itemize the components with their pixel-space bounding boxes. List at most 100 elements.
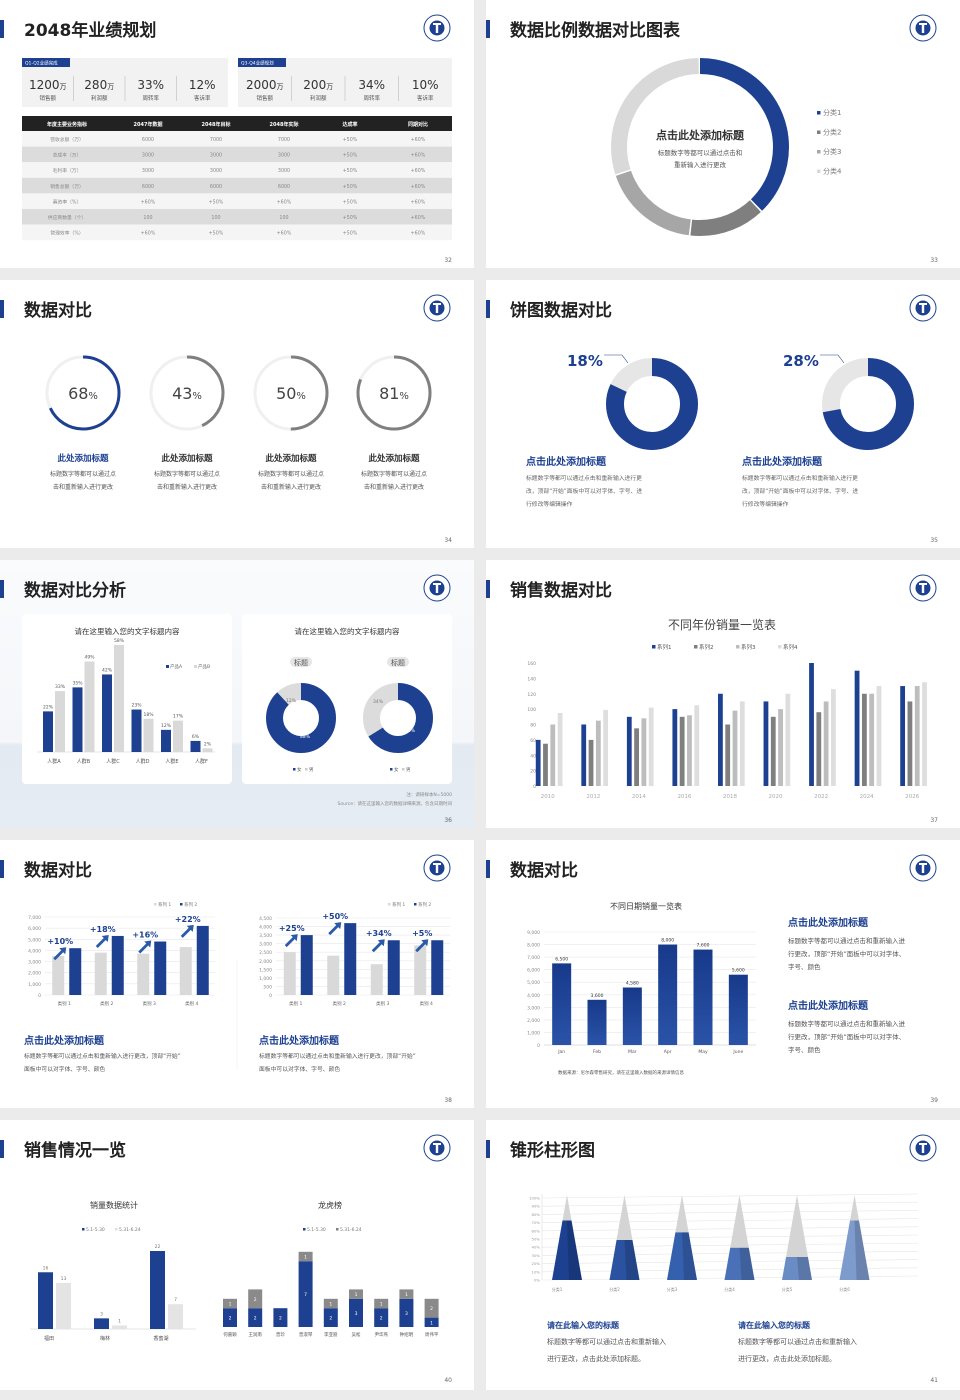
bar-产品A <box>43 711 53 752</box>
bar-系列 1 <box>94 952 107 995</box>
table-cell: 100 <box>211 215 220 221</box>
category-label: 吴松 <box>352 1331 361 1338</box>
legend-swatch <box>817 150 821 154</box>
stacked-bar-5.31-6.24 <box>399 1289 414 1299</box>
legend-label: 5.31-6.24 <box>340 1227 362 1233</box>
x-tick-label: 2014 <box>632 794 646 800</box>
table-row <box>22 146 452 163</box>
y-tick-label: 3,500 <box>259 933 272 939</box>
donut-slice-分类1 <box>611 58 789 236</box>
logo-anchor-mark <box>435 303 439 313</box>
logo-anchor-mark <box>435 583 439 593</box>
y-tick-label: 2,000 <box>527 1018 540 1024</box>
kpi-value: 280万 <box>84 78 114 92</box>
slide-40[interactable]: 销售情况一览 40 销量数据统计 5.1-5.30 5.31-6.24 16 13 福田 3 1 梅… <box>0 1120 474 1390</box>
block-desc: 字号、颜色 <box>788 1045 821 1054</box>
slide-37[interactable]: 销售数据对比 37 不同年份销量一览表 系列1 系列2 系列3 系列4 0 20 40 60 80 10… <box>486 560 960 828</box>
title-accent-bar <box>486 580 490 598</box>
source-note: Source：请在这里输入您的数据详细来源，包含日期时间 <box>338 800 453 807</box>
bar-系列3 <box>914 686 920 786</box>
kpi-value: 200万 <box>303 78 333 92</box>
donut-main-slice <box>606 358 698 450</box>
kpi-number: 12% <box>189 78 216 92</box>
y-tick-label: 20 <box>530 769 536 775</box>
legend-swatch <box>336 1228 339 1231</box>
table-header-cell: 同期对比 <box>408 121 428 128</box>
item-title: 此处添加标题 <box>57 453 109 464</box>
leader-line <box>820 354 845 364</box>
category-label: 曾淑琴 <box>299 1331 313 1338</box>
page-number: 39 <box>930 1097 938 1104</box>
bar-系列 1 <box>370 964 383 995</box>
y-tick-label: 3,000 <box>259 942 272 948</box>
growth-annotation: +22% <box>175 915 201 924</box>
ring-value: 68% <box>68 384 98 403</box>
ring-unit: % <box>296 391 306 402</box>
category-label: 何嘉颖 <box>223 1331 237 1338</box>
category-label: 李亚丽 <box>324 1331 338 1338</box>
university-logo <box>423 1134 451 1162</box>
category-label: 类别 4 <box>420 1000 433 1007</box>
legend-swatch <box>402 768 405 771</box>
growth-arrow-icon <box>328 922 342 936</box>
donut-label: 66% <box>405 728 416 734</box>
growth-annotation: +50% <box>322 912 348 921</box>
legend-swatch <box>154 903 157 906</box>
bar-data-label: 22 <box>155 1244 161 1250</box>
slide-32[interactable]: 2048年业绩规划 32 Q1-Q2业绩完成 1200万 销售额 280万 利润额 33% 周转… <box>0 0 474 268</box>
table-cell: 3000 <box>142 168 154 174</box>
item-desc: 击和重新输入进行更改 <box>261 483 321 491</box>
category-label: 王润南 <box>248 1331 262 1338</box>
category-label: 福田 <box>44 1335 54 1342</box>
slide-36[interactable]: 数据对比分析 36 请在这里输入您的文字标题内容 请在这里输入您的文字标题内容 22% 3… <box>0 560 474 828</box>
stacked-bar-5.1-5.30 <box>399 1298 414 1327</box>
table-cell: 6000 <box>210 184 222 190</box>
item-title: 点击此处添加标题 <box>259 1034 340 1047</box>
y-tick-label: 4,000 <box>28 948 41 954</box>
slide-39[interactable]: 数据对比 39 不同日期销量一览表 0 1,000 2,000 3,000 4,000 5,00… <box>486 840 960 1108</box>
table-cell: 募资率（%） <box>53 198 82 205</box>
kpi-value: 1200万 <box>29 78 67 92</box>
kpi-value: 12% <box>189 78 216 92</box>
table-header-cell: 2048年实际 <box>270 121 299 128</box>
y-tick-label: 9,000 <box>527 930 540 936</box>
category-label: 钟绍明 <box>400 1331 414 1338</box>
bar-产品B <box>55 691 65 752</box>
slide-33[interactable]: 数据比例数据对比图表 33 点击此处添加标题 标题数字等都可以通过点击和 重新输入进行更… <box>486 0 960 268</box>
chart-title: 龙虎榜 <box>318 1200 342 1210</box>
y-tick-label: 1,500 <box>259 967 272 973</box>
slide-41[interactable]: 锥形柱形图 41 0% 10% 20% 30% 40% 50% 60% 70% 80% 90% 100%… <box>486 1120 960 1390</box>
stacked-bar-5.1-5.30 <box>374 1308 389 1327</box>
kpi-label: 客诉率 <box>194 94 211 102</box>
donut-percent-label: 18% <box>567 352 603 370</box>
y-tick-label: 140 <box>527 676 536 682</box>
title-accent-bar <box>486 860 490 878</box>
category-label: 分类2 <box>609 1286 620 1292</box>
leader-line <box>604 354 629 364</box>
growth-annotation: +16% <box>132 931 158 940</box>
stacked-bar-5.1-5.30 <box>248 1308 263 1327</box>
category-label: 类别 4 <box>185 1000 198 1007</box>
table-cell: +50% <box>343 184 358 190</box>
slide-title: 数据对比 <box>510 860 578 881</box>
title-accent-bar <box>486 300 490 318</box>
gridline <box>541 1193 919 1199</box>
chart-title: 不同年份销量一览表 <box>668 617 776 632</box>
donut-slice-分类4 <box>611 58 789 236</box>
page-number: 40 <box>444 1377 452 1384</box>
bar-系列 2 <box>154 941 167 995</box>
slide-34[interactable]: 数据对比 34 68% 此处添加标题 标题数字等都可以通过点 击和重新输入进行更改 43% 此… <box>0 280 474 548</box>
bar-data-label: 3 <box>405 1311 408 1317</box>
slide-35[interactable]: 饼图数据对比 35 18% 点击此处添加标题 标题数字等都可以通过点击和重新输入进行更改… <box>486 280 960 548</box>
y-tick-label: 1,000 <box>259 976 272 982</box>
bar-data-label: 58% <box>114 638 125 644</box>
stacked-bar-5.1-5.30 <box>223 1308 237 1327</box>
university-logo <box>423 854 451 882</box>
kpi-tag-label: Q1-Q2业绩完成 <box>25 60 58 67</box>
kpi-tag-label: Q3-Q4业绩规划 <box>241 60 274 67</box>
legend-label: 系列3 <box>741 643 756 651</box>
bar-5.31-6.24 <box>112 1325 127 1329</box>
bar-产品A <box>72 687 83 752</box>
slide-38[interactable]: 数据对比 38 0 1,000 2,000 3,000 4,000 5,000 6,000 7,0… <box>0 840 474 1108</box>
